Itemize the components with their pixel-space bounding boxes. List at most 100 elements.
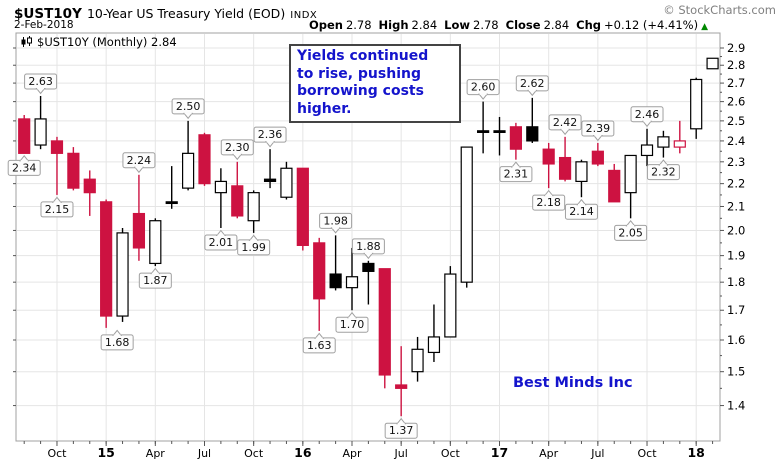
y-axis-label: 2.8	[727, 58, 745, 72]
callout-value: 1.87	[143, 274, 168, 287]
callout-value: 2.42	[553, 116, 578, 129]
y-axis-label: 1.9	[727, 249, 745, 263]
close-label: Close	[505, 18, 541, 32]
x-axis-label: Oct	[441, 447, 461, 460]
price-callout: 2.15	[40, 196, 74, 218]
candle-jan-2015	[100, 199, 113, 328]
price-callout: 2.63	[24, 73, 58, 95]
candle-dec-2016	[477, 101, 490, 154]
candle-oct-2014	[50, 136, 64, 195]
y-axis-label: 2.6	[727, 95, 745, 109]
price-callout: 2.32	[646, 159, 680, 181]
candles	[18, 57, 719, 417]
candle-sep-2016	[427, 304, 441, 362]
price-callout: 2.30	[220, 139, 254, 161]
y-axis-label: 1.5	[727, 365, 745, 379]
candle-jun-2015	[182, 120, 195, 191]
candle-may-2016	[362, 260, 375, 305]
callout-value: 2.34	[12, 161, 37, 174]
candle-aug-2015	[214, 168, 227, 228]
axes: 1.41.51.61.71.81.92.02.12.22.32.42.52.62…	[13, 41, 745, 460]
close-value: 2.84	[543, 18, 570, 32]
callout-value: 2.14	[569, 205, 594, 218]
price-callout: 2.62	[515, 75, 549, 97]
x-axis-label: Jul	[394, 447, 408, 460]
candle-mar-2015	[132, 174, 146, 261]
candle-sep-2015	[231, 161, 244, 219]
candle-jun-2017	[575, 159, 588, 198]
candle-nov-2014	[67, 147, 80, 191]
candle-sep-2014	[34, 95, 47, 150]
candle-jan-2018	[690, 77, 703, 139]
callout-value: 1.99	[241, 241, 266, 254]
y-axis-label: 2.5	[727, 114, 745, 128]
price-callout: 2.34	[7, 155, 41, 176]
y-axis-label: 2.3	[727, 155, 745, 169]
high-label: High	[378, 18, 409, 32]
candle-jul-2015	[198, 132, 211, 186]
y-axis-label: 2.9	[727, 41, 745, 55]
callout-value: 2.36	[258, 128, 283, 141]
plot-legend: $UST10Y (Monthly) 2.84	[21, 35, 177, 49]
x-axis-label: Apr	[146, 447, 166, 460]
callout-value: 2.39	[586, 122, 611, 135]
x-axis-label: 15	[97, 445, 114, 460]
x-axis-label: Jul	[197, 447, 211, 460]
candle-feb-2017	[509, 122, 522, 160]
callout-value: 2.31	[504, 168, 529, 181]
candle-jul-2016	[395, 346, 408, 417]
high-value: 2.84	[411, 18, 438, 32]
change-value: +0.12 (+4.41%)	[604, 18, 699, 32]
candle-jun-2016	[378, 268, 391, 389]
candle-may-2017	[558, 136, 572, 182]
candle-mar-2016	[329, 235, 342, 291]
candle-apr-2016	[345, 247, 359, 311]
open-label: Open	[308, 18, 343, 32]
candle-jan-2016	[296, 167, 309, 251]
price-callout: 2.14	[564, 198, 598, 220]
price-callout: 2.18	[532, 189, 566, 211]
y-axis-label: 2.1	[727, 199, 745, 213]
watermark-text: Best Minds Inc	[513, 375, 633, 391]
open-value: 2.78	[345, 18, 372, 32]
price-callout: 2.24	[122, 152, 156, 174]
price-callout: 2.36	[253, 126, 287, 148]
y-axis-label: 2.2	[727, 177, 745, 191]
legend-text: $UST10Y (Monthly) 2.84	[37, 35, 177, 49]
y-axis-label: 1.8	[727, 275, 745, 289]
low-label: Low	[444, 18, 471, 32]
candle-apr-2017	[542, 142, 555, 189]
price-callout: 1.99	[237, 234, 271, 256]
callout-value: 2.24	[127, 154, 152, 167]
y-axis-label: 2.4	[727, 134, 745, 148]
x-axis-label: Oct	[638, 447, 658, 460]
price-callout: 2.39	[581, 120, 615, 142]
instrument-name: 10-Year US Treasury Yield (EOD)	[86, 6, 286, 21]
price-callout: 1.70	[335, 311, 369, 333]
candle-sep-2017	[624, 154, 637, 219]
price-callout: 2.31	[499, 161, 533, 183]
y-axis-label: 2.7	[727, 76, 745, 90]
change-up-arrow-icon: ▲	[701, 22, 708, 32]
x-axis-label: Jul	[590, 447, 604, 460]
price-callout: 2.05	[614, 220, 648, 241]
y-axis-label: 2.0	[727, 223, 745, 237]
y-axis-label: 1.7	[727, 303, 745, 317]
ohlc-quote-row: Open 2.78 High 2.84 Low 2.78 Close 2.84 Chg +0.12…	[309, 18, 708, 32]
annotation-line: Yields continued	[297, 48, 429, 64]
annotation-line: higher.	[297, 100, 352, 117]
price-callout: 1.98	[319, 212, 353, 234]
callout-value: 1.88	[356, 240, 381, 253]
price-callouts: 2.34 2.63 2.15 2.24 1.87 1.68 2.50 2.01 2.30 1.99…	[7, 73, 680, 439]
candle-may-2015	[165, 166, 178, 209]
price-callout: 2.60	[466, 79, 500, 100]
x-axis-label: Apr	[539, 447, 559, 460]
price-callout: 2.46	[630, 106, 664, 128]
price-callout: 2.50	[171, 98, 205, 120]
candle-apr-2015	[149, 218, 162, 267]
symbol: $UST10Y	[14, 6, 82, 22]
candle-oct-2016	[444, 266, 457, 338]
candle-aug-2017	[608, 163, 621, 203]
candle-oct-2017	[640, 128, 654, 167]
